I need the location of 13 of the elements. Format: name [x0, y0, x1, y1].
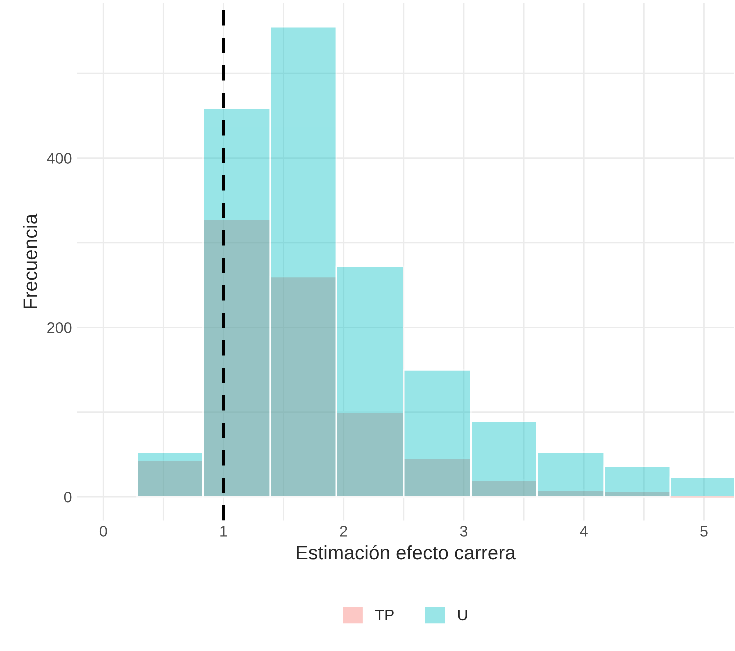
y-tick-label: 400: [47, 153, 72, 164]
y-tick-label: 0: [64, 492, 72, 503]
x-tick-label: 0: [100, 526, 108, 537]
x-tick-label: 2: [340, 526, 348, 537]
x-axis-title: Estimación efecto carrera: [297, 545, 516, 560]
legend-label: TP: [376, 610, 394, 620]
legend-label: U: [458, 610, 468, 621]
x-tick-label: 3: [460, 526, 468, 537]
y-tick-label: 200: [48, 322, 72, 334]
x-tick-label: 5: [700, 526, 708, 537]
x-tick-label: 1: [220, 526, 228, 537]
x-tick-label: 4: [580, 526, 588, 537]
y-axis-title: Frecuencia: [23, 214, 38, 309]
